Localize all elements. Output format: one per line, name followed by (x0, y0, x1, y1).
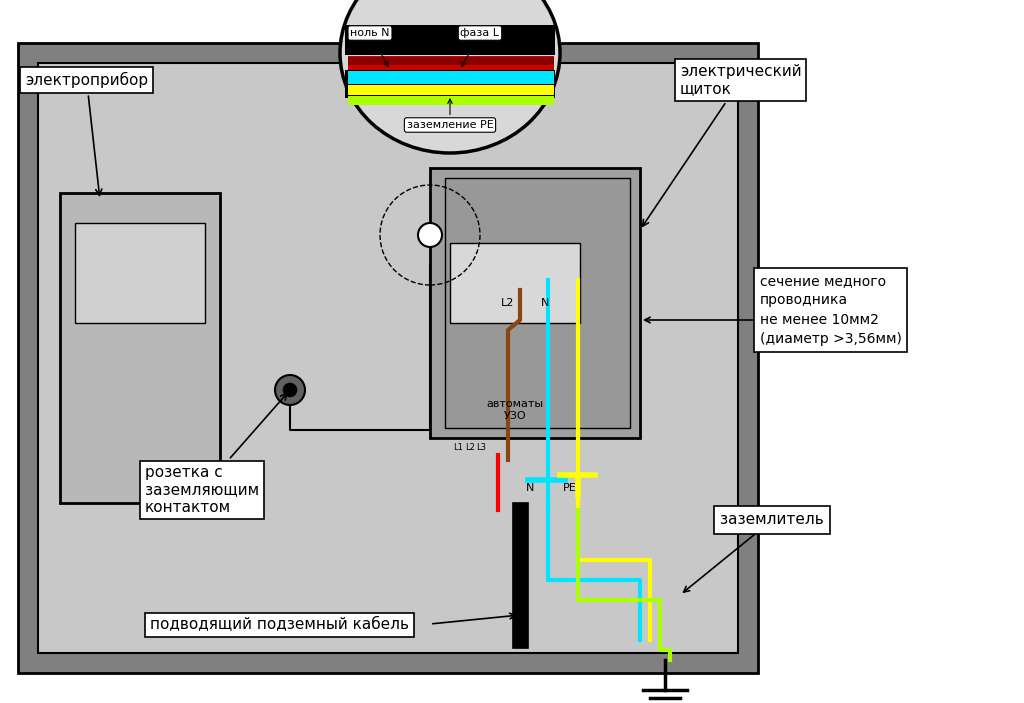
Text: L1: L1 (453, 444, 463, 453)
Text: N: N (541, 298, 549, 308)
Bar (345, 25, 555, 55)
Text: розетка с
заземляющим
контактом: розетка с заземляющим контактом (145, 394, 287, 515)
Text: электроприбор: электроприбор (25, 72, 148, 195)
Bar (348, 71, 554, 84)
Text: электрический
щиток: электрический щиток (643, 64, 802, 226)
Text: заземлитель: заземлитель (720, 512, 823, 527)
Text: заземление PE: заземление PE (407, 99, 494, 130)
Text: сечение медного
проводника
не менее 10мм2
(диаметр >3,56мм): сечение медного проводника не менее 10мм… (760, 273, 902, 347)
Bar (38, 63, 738, 653)
Text: автоматы
УЗО: автоматы УЗО (486, 399, 544, 421)
Text: L3: L3 (476, 444, 486, 453)
Text: L2: L2 (465, 444, 475, 453)
Ellipse shape (340, 0, 560, 153)
Circle shape (418, 223, 442, 247)
Text: PE: PE (563, 483, 577, 493)
Text: фаза L: фаза L (461, 28, 500, 67)
Bar (18, 43, 758, 673)
Bar (348, 57, 554, 65)
Bar (450, 243, 580, 323)
Circle shape (282, 382, 298, 398)
Bar (348, 85, 554, 95)
Bar (348, 56, 554, 70)
Bar (430, 168, 640, 438)
Bar (348, 96, 554, 105)
Ellipse shape (340, 0, 560, 153)
Text: ноль N: ноль N (350, 28, 390, 67)
Text: L2: L2 (502, 298, 515, 308)
Bar (60, 193, 220, 503)
Text: N: N (525, 483, 535, 493)
Circle shape (275, 375, 305, 405)
Bar (75, 223, 205, 323)
Bar (345, 70, 555, 98)
Bar (445, 178, 630, 428)
Text: подводящий подземный кабель: подводящий подземный кабель (150, 617, 409, 633)
